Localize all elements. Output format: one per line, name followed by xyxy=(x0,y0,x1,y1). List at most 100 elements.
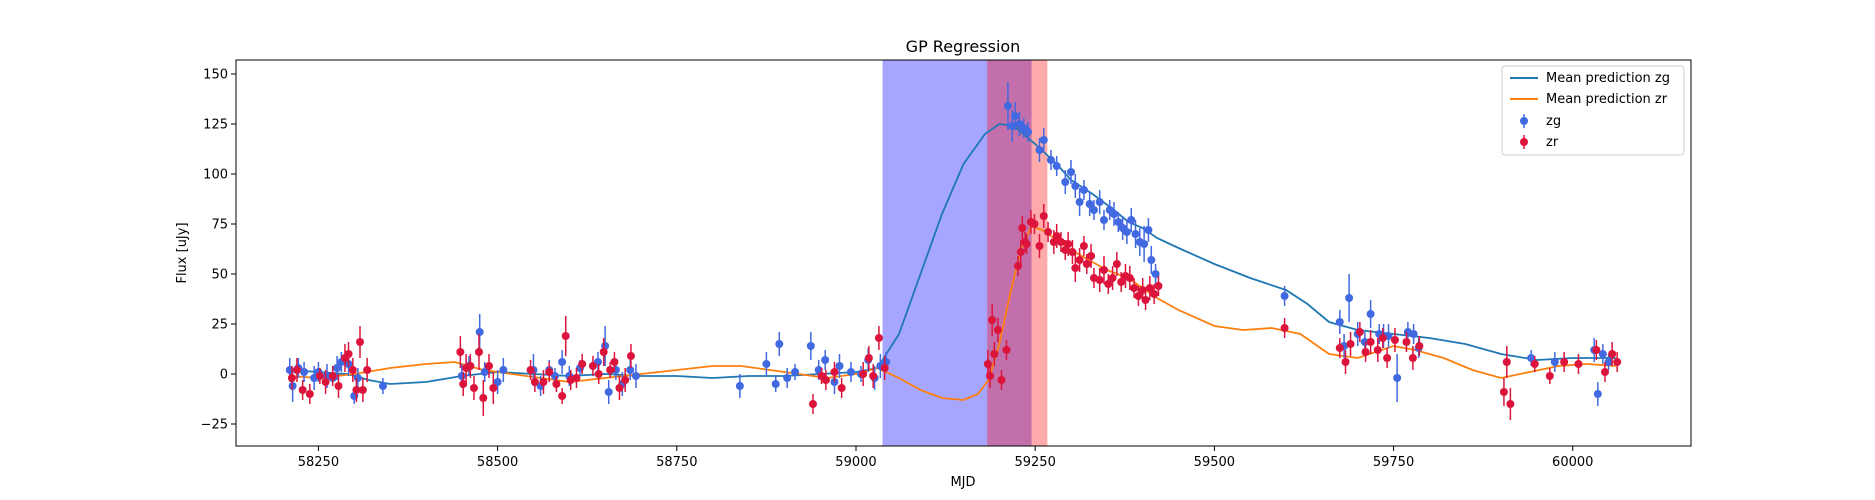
data-point-zr xyxy=(594,370,603,378)
legend-label-zr: zr xyxy=(1546,135,1559,150)
data-point-zg xyxy=(1550,358,1559,366)
data-point-zg xyxy=(1008,122,1017,130)
data-point-zr xyxy=(1035,242,1044,250)
data-point-zr xyxy=(1082,260,1091,268)
data-point-zr xyxy=(558,392,567,400)
legend-marker xyxy=(1520,117,1528,125)
data-point-zr xyxy=(334,382,343,390)
data-point-zr xyxy=(880,364,889,372)
data-point-zg xyxy=(1144,226,1153,234)
x-tick-label: 59500 xyxy=(1194,455,1235,470)
data-point-zr xyxy=(1415,342,1424,350)
data-point-zr xyxy=(348,366,357,374)
data-point-zg xyxy=(1095,198,1104,206)
prediction-line-zg xyxy=(289,123,1616,385)
legend-box xyxy=(1501,65,1685,156)
data-point-zg xyxy=(1393,374,1402,382)
data-point-zr xyxy=(1044,228,1053,236)
data-point-zr xyxy=(485,362,494,370)
legend: Mean prediction zg Mean prediction zr zg… xyxy=(1501,65,1685,156)
data-point-zg xyxy=(558,358,567,366)
data-point-zr xyxy=(1592,346,1601,354)
data-point-zr xyxy=(469,384,478,392)
data-point-zg xyxy=(771,380,780,388)
data-point-zr xyxy=(1130,284,1139,292)
data-point-zr xyxy=(821,376,830,384)
data-point-zr xyxy=(1506,400,1515,408)
data-point-zr xyxy=(1335,344,1344,352)
data-point-zr xyxy=(1502,358,1511,366)
data-point-zr xyxy=(1061,246,1070,254)
x-tick-label: 58750 xyxy=(656,455,697,470)
data-point-zr xyxy=(990,350,999,358)
data-point-zg xyxy=(1140,240,1149,248)
data-point-zr xyxy=(363,366,372,374)
data-point-zg xyxy=(1071,182,1080,190)
y-tick-label: 75 xyxy=(211,218,228,233)
data-point-zg xyxy=(1110,210,1119,218)
data-point-zg xyxy=(604,388,613,396)
data-point-zr xyxy=(1052,232,1061,240)
data-point-zg xyxy=(1052,162,1061,170)
data-point-zr xyxy=(1022,240,1031,248)
data-point-zr xyxy=(1600,368,1609,376)
legend-zg-marker xyxy=(1520,114,1528,128)
data-point-zr xyxy=(1138,286,1147,294)
data-point-zg xyxy=(1366,310,1375,318)
data-point-zg xyxy=(378,382,387,390)
data-point-zr xyxy=(456,348,465,356)
data-point-zg xyxy=(631,372,640,380)
data-point-zg xyxy=(1114,218,1123,226)
data-point-zr xyxy=(1117,278,1126,286)
legend-label-zg-line: Mean prediction zg xyxy=(1546,71,1670,86)
data-point-zr xyxy=(1346,340,1355,348)
data-point-zr xyxy=(610,358,619,366)
data-point-zg xyxy=(1598,350,1607,358)
y-tick-label: 100 xyxy=(203,168,228,183)
data-point-zg xyxy=(1067,168,1076,176)
data-point-zg xyxy=(762,360,771,368)
data-point-zg xyxy=(1024,128,1033,136)
data-point-zg xyxy=(353,374,362,382)
data-point-zg xyxy=(475,328,484,336)
data-point-zr xyxy=(1018,224,1027,232)
data-point-zg xyxy=(1035,146,1044,154)
prediction-lines xyxy=(289,123,1616,401)
data-point-zr xyxy=(466,362,475,370)
legend-zr-marker xyxy=(1520,135,1528,149)
data-point-zr xyxy=(859,370,868,378)
data-point-zr xyxy=(1049,238,1058,246)
data-point-zr xyxy=(599,348,608,356)
data-point-zr xyxy=(1280,324,1289,332)
data-point-zg xyxy=(1075,198,1084,206)
data-point-zg xyxy=(1131,230,1140,238)
data-point-zg xyxy=(457,372,466,380)
data-point-zg xyxy=(1335,318,1344,326)
data-point-zr xyxy=(621,376,630,384)
data-point-zr xyxy=(539,378,548,386)
legend-label-zr-line: Mean prediction zr xyxy=(1546,92,1668,107)
data-point-zr xyxy=(1390,336,1399,344)
data-point-zg xyxy=(1593,390,1602,398)
data-point-zr xyxy=(474,348,483,356)
data-point-zr xyxy=(328,372,337,380)
data-point-zr xyxy=(1499,388,1508,396)
data-point-zg xyxy=(626,366,635,374)
data-point-zr xyxy=(1378,334,1387,342)
data-point-zr xyxy=(1383,354,1392,362)
data-point-zr xyxy=(1095,276,1104,284)
data-point-zg xyxy=(1527,354,1536,362)
y-tick-label: 50 xyxy=(211,268,228,283)
x-tick-label: 60000 xyxy=(1552,455,1593,470)
y-tick-label: 0 xyxy=(220,368,228,383)
legend-marker xyxy=(1520,138,1528,146)
data-point-zr xyxy=(615,384,624,392)
data-point-zg xyxy=(1280,292,1289,300)
data-point-zr xyxy=(352,386,361,394)
data-point-zg xyxy=(300,368,309,376)
data-point-zg xyxy=(1099,216,1108,224)
y-tick-label: −25 xyxy=(201,418,228,433)
data-point-zg xyxy=(791,368,800,376)
data-point-zg xyxy=(333,364,342,372)
data-point-zr xyxy=(606,366,615,374)
